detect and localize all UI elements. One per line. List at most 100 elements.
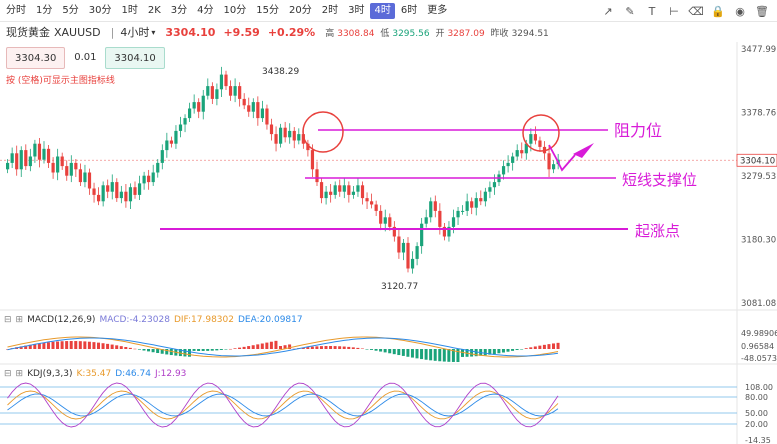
j-value: 12.93: [160, 369, 187, 379]
brush-icon[interactable]: ✎: [625, 4, 635, 18]
timeframe-tab-7[interactable]: 4分: [197, 4, 214, 16]
buy-price-button[interactable]: 3304.10: [105, 47, 165, 69]
candle-body: [183, 118, 187, 125]
eye-icon[interactable]: ◉: [735, 4, 745, 18]
dif-value: 17.98302: [191, 315, 234, 325]
timeframe-selector[interactable]: 4小时: [120, 26, 150, 39]
timeframe-tab-15[interactable]: 更多: [427, 4, 448, 16]
timeframe-tab-0[interactable]: 分时: [6, 4, 26, 16]
macd-bar: [269, 341, 273, 349]
macd-bar: [169, 349, 173, 356]
timeframe-toolbar: 分时 1分 5分 30分 1时 2K 3分 4分 10分 15分 20分 2时 3时 4时 6时 更多 ↗ ✎ T ⊢…: [0, 0, 777, 22]
macd-bar: [433, 349, 437, 361]
settings-icon[interactable]: ⊟: [4, 369, 12, 379]
d-value: 46.74: [125, 369, 151, 379]
sell-price-button[interactable]: 3304.30: [6, 47, 66, 69]
macd-bar: [461, 349, 464, 357]
candle-body: [492, 182, 497, 188]
ruler-icon[interactable]: ⊢: [669, 4, 679, 18]
macd-bar: [56, 341, 60, 349]
macd-bar: [183, 349, 187, 357]
candle-body: [370, 201, 374, 205]
candle-body: [78, 169, 82, 183]
candle-body: [406, 242, 410, 269]
expand-icon[interactable]: ⊞: [15, 315, 24, 325]
macd-bar: [106, 343, 110, 349]
candle-body: [424, 217, 428, 224]
candle-body: [215, 89, 219, 99]
macd-title-bar: ⊟ ⊞ MACD(12,26,9) MACD: -4.23028 DIF: 17.9…: [4, 315, 307, 325]
candle-body: [301, 134, 305, 144]
candle-body: [110, 182, 114, 192]
candle-body: [383, 217, 387, 224]
k-value: 35.47: [85, 369, 112, 379]
timeframe-tab-14[interactable]: 6时: [400, 4, 418, 16]
macd-bar: [470, 349, 474, 357]
macd-bar: [524, 348, 528, 349]
macd-bar: [274, 340, 278, 349]
macd-bar: [238, 347, 242, 349]
timeframe-dropdown-icon[interactable]: ▾: [151, 27, 156, 37]
candle-body: [238, 86, 242, 99]
lock-icon[interactable]: 🔒: [711, 4, 725, 18]
open-value: 3287.09: [447, 28, 485, 39]
timeframe-tab-12[interactable]: 3时: [348, 4, 365, 16]
expand-icon[interactable]: ⊞: [15, 369, 24, 379]
candle-body: [511, 156, 515, 163]
resistance-circle-right: [522, 114, 560, 152]
macd-bar: [178, 349, 182, 357]
settings-icon[interactable]: ⊟: [4, 315, 12, 325]
lot-size-input[interactable]: 0.01: [74, 52, 97, 63]
candle-body: [256, 102, 260, 119]
candle-body: [56, 156, 60, 173]
timeframe-tab-10[interactable]: 20分: [289, 4, 312, 16]
separator: |: [110, 25, 115, 39]
ohlc-values: 高 3308.84 低 3295.56 开 3287.09 昨收 3294.51: [325, 26, 552, 39]
macd-bar: [483, 349, 487, 356]
macd-bar: [147, 349, 151, 352]
high-marker: 3438.29: [262, 67, 299, 77]
candle-body: [197, 102, 201, 112]
timeframe-tab-1[interactable]: 1分: [36, 4, 53, 16]
macd-bar: [197, 349, 201, 351]
timeframe-tab-9[interactable]: 15分: [256, 4, 279, 16]
macd-bar: [137, 349, 141, 350]
macd-bar: [301, 347, 305, 349]
macd-bar: [429, 349, 433, 361]
timeframe-tab-4[interactable]: 1时: [121, 4, 138, 16]
trend-line-icon[interactable]: ↗: [603, 4, 613, 18]
candle-body: [292, 130, 296, 141]
d-line: [7, 393, 559, 417]
macd-bar: [324, 346, 328, 349]
timeframe-tab-13[interactable]: 4时: [370, 2, 395, 19]
candle-body: [342, 185, 346, 192]
macd-bar: [288, 344, 292, 349]
macd-panel: 49.98906 0.96584 -48.05738: [6, 329, 777, 363]
timeframe-tab-11[interactable]: 2时: [321, 4, 339, 16]
macd-bar: [283, 345, 287, 349]
timeframe-tab-6[interactable]: 3分: [170, 4, 188, 16]
timeframe-tab-2[interactable]: 5分: [62, 4, 79, 16]
macd-bar: [128, 347, 132, 349]
candle-body: [306, 143, 310, 151]
macd-bar: [474, 349, 478, 357]
candle-body: [488, 187, 492, 192]
kdj-axis-label: 20.00: [745, 420, 768, 429]
symbol-code[interactable]: XAUUSD: [54, 25, 101, 39]
k-line: [7, 390, 559, 420]
timeframe-tab-5[interactable]: 2K: [147, 4, 161, 16]
timeframe-tab-8[interactable]: 10分: [223, 4, 247, 16]
current-price: 3304.10: [165, 25, 216, 39]
symbol-name[interactable]: 现货黄金: [6, 26, 50, 39]
candle-body: [165, 140, 169, 151]
candle-body: [333, 185, 337, 195]
macd-bar: [347, 346, 351, 349]
eraser-icon[interactable]: ⌫: [688, 4, 704, 18]
candle-body: [46, 148, 51, 163]
text-icon[interactable]: T: [648, 4, 656, 18]
timeframe-tab-3[interactable]: 30分: [88, 4, 112, 16]
trash-icon[interactable]: 🗑: [755, 4, 769, 18]
candle-body: [451, 217, 456, 227]
low-marker: 3120.77: [381, 282, 418, 292]
